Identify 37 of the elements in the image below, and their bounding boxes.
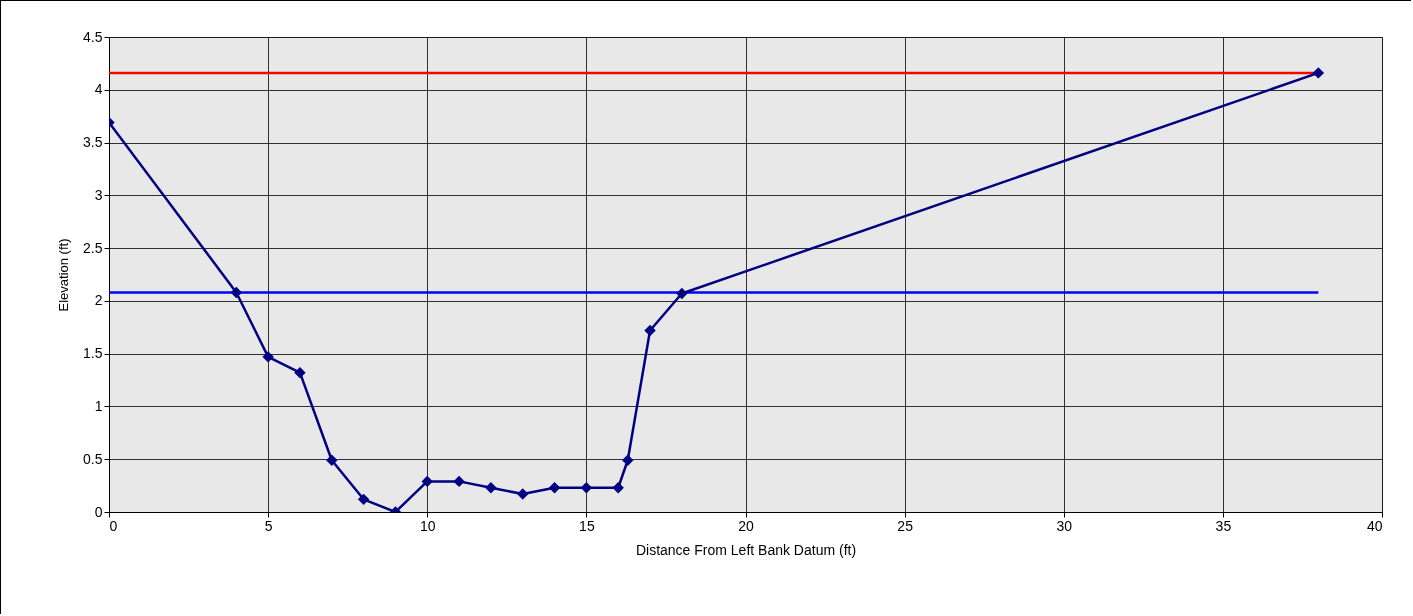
y-tick-label: 3 [94, 186, 103, 203]
point [612, 482, 624, 494]
point [421, 475, 433, 488]
x-tick-label: 30 [1056, 517, 1073, 534]
y-axis-title: Elevation (ft) [56, 238, 72, 312]
x-tick-label: 25 [897, 517, 914, 534]
x-tick-label: 20 [738, 517, 754, 534]
y-tick-label: 4.5 [83, 28, 103, 45]
point [357, 493, 370, 506]
y-tick-label: 0.5 [83, 450, 103, 467]
point [453, 475, 465, 488]
x-tick-label: 5 [264, 517, 273, 534]
point [262, 351, 274, 363]
point [230, 286, 242, 299]
x-axis-title: Distance From Left Bank Datum (ft) [635, 541, 857, 558]
x-tick-label: 15 [579, 517, 595, 534]
y-tick-label: 0 [94, 503, 103, 520]
point [676, 287, 688, 300]
y-tick-label: 1.5 [83, 345, 103, 362]
y-tick-label: 3.5 [83, 134, 103, 151]
x-tick-label: 10 [419, 517, 436, 534]
x-tick-label: 35 [1215, 517, 1232, 534]
x-tick-label: 40 [1366, 517, 1383, 534]
point [517, 488, 529, 500]
point [644, 324, 656, 337]
y-tick-label: 2 [94, 292, 103, 309]
point [580, 482, 593, 494]
y-tick-label: 2.5 [83, 239, 103, 256]
point [485, 482, 497, 494]
point [548, 482, 561, 494]
y-tick-label: 4 [94, 81, 103, 98]
point [326, 454, 338, 466]
x-tick-label: 0 [109, 517, 118, 534]
point [1312, 67, 1325, 79]
y-tick-label: 1 [94, 397, 103, 414]
point [294, 366, 306, 379]
point [622, 454, 634, 466]
